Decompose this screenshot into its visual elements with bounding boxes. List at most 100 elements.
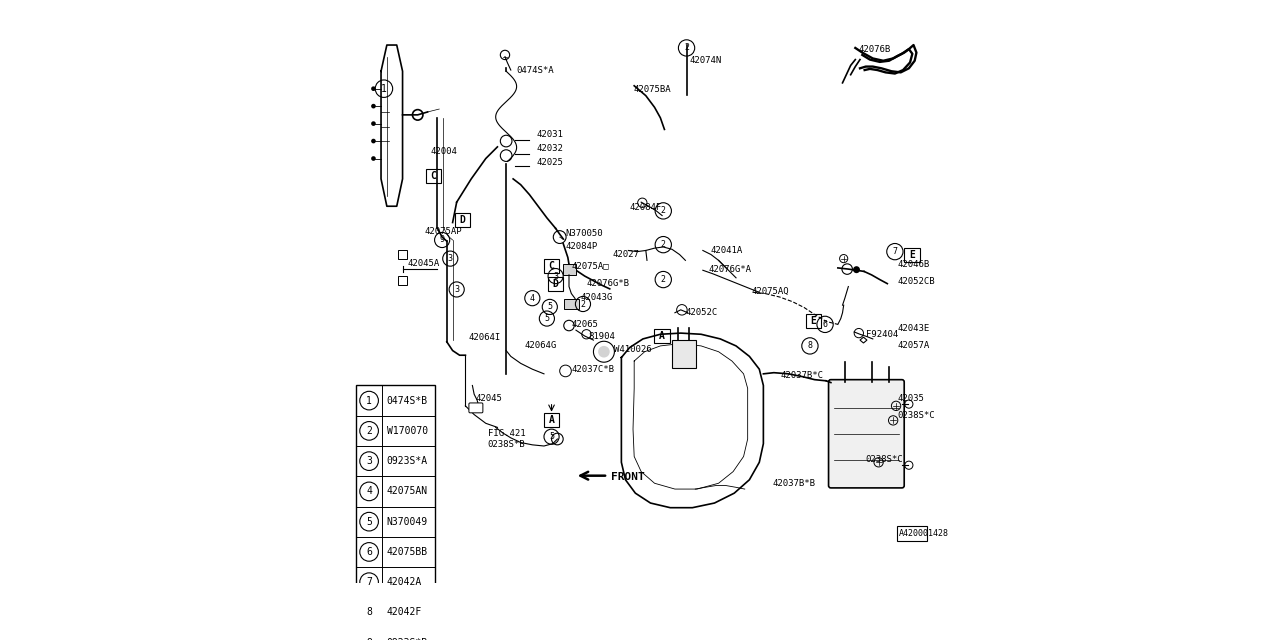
- Text: F92404: F92404: [865, 330, 899, 339]
- Bar: [356, 385, 435, 640]
- Text: 42045A: 42045A: [407, 259, 439, 268]
- Text: 42025: 42025: [536, 157, 563, 166]
- Text: 42075AN: 42075AN: [387, 486, 428, 497]
- FancyBboxPatch shape: [468, 403, 483, 413]
- Text: 3: 3: [366, 456, 372, 466]
- Text: A: A: [549, 415, 554, 426]
- Text: 42076B: 42076B: [858, 45, 891, 54]
- Text: 2: 2: [580, 300, 585, 308]
- Text: N370050: N370050: [566, 228, 603, 237]
- Text: 6: 6: [823, 320, 828, 329]
- Text: 42045: 42045: [476, 394, 503, 403]
- Text: 2: 2: [660, 206, 666, 216]
- Circle shape: [371, 104, 376, 108]
- Text: 8: 8: [366, 607, 372, 618]
- Circle shape: [852, 266, 860, 273]
- Text: 9: 9: [366, 637, 372, 640]
- Bar: [564, 300, 580, 308]
- FancyBboxPatch shape: [828, 380, 904, 488]
- Circle shape: [371, 139, 376, 143]
- Text: 42037B*B: 42037B*B: [773, 479, 815, 488]
- Text: N370049: N370049: [387, 516, 428, 527]
- Text: 0474S*B: 0474S*B: [387, 396, 428, 406]
- Text: 42032: 42032: [536, 143, 563, 152]
- Text: 42075AQ: 42075AQ: [751, 287, 790, 296]
- Bar: [563, 264, 576, 275]
- Text: 2: 2: [660, 275, 666, 284]
- Text: 42037C*B: 42037C*B: [571, 365, 614, 374]
- Circle shape: [371, 86, 376, 91]
- Text: 42084P: 42084P: [566, 243, 598, 252]
- Text: C: C: [430, 171, 436, 181]
- Text: E: E: [810, 316, 817, 326]
- Text: 1: 1: [366, 396, 372, 406]
- Text: 0923S*A: 0923S*A: [387, 456, 428, 466]
- Text: 42075BA: 42075BA: [634, 85, 671, 94]
- Text: 2: 2: [660, 240, 666, 249]
- Text: 42046B: 42046B: [897, 260, 929, 269]
- Text: 42027: 42027: [612, 250, 639, 259]
- Text: D: D: [460, 214, 466, 225]
- Text: 0923S*B: 0923S*B: [387, 637, 428, 640]
- Text: 42075BB: 42075BB: [387, 547, 428, 557]
- Text: 42052C: 42052C: [685, 308, 718, 317]
- Text: 5: 5: [549, 432, 554, 441]
- Circle shape: [598, 346, 609, 358]
- Text: 0238S*C: 0238S*C: [865, 456, 904, 465]
- Bar: [398, 250, 407, 259]
- Text: 42057A: 42057A: [897, 341, 929, 351]
- Text: 1: 1: [381, 84, 387, 93]
- Circle shape: [371, 156, 376, 161]
- Text: 42042A: 42042A: [387, 577, 422, 587]
- Text: 5: 5: [544, 314, 549, 323]
- Text: 5: 5: [366, 516, 372, 527]
- Text: 42043G: 42043G: [581, 292, 613, 301]
- Text: 3: 3: [454, 285, 460, 294]
- Text: 42076G*A: 42076G*A: [709, 264, 751, 273]
- Text: 4: 4: [366, 486, 372, 497]
- Circle shape: [371, 121, 376, 126]
- Text: 8: 8: [808, 341, 813, 351]
- Text: 42065: 42065: [571, 320, 598, 329]
- Text: 0238S*C: 0238S*C: [897, 412, 934, 420]
- Text: 0474S*A: 0474S*A: [517, 65, 554, 74]
- Text: 81904: 81904: [589, 332, 616, 340]
- Text: 5: 5: [548, 303, 552, 312]
- Text: A: A: [659, 331, 666, 341]
- Text: 0238S*B: 0238S*B: [488, 440, 525, 449]
- Text: 2: 2: [684, 44, 689, 52]
- Text: 42084F: 42084F: [630, 204, 662, 212]
- Text: 3: 3: [553, 271, 558, 280]
- Text: 42075A□: 42075A□: [571, 262, 609, 271]
- Text: W170070: W170070: [387, 426, 428, 436]
- Text: 6: 6: [366, 547, 372, 557]
- Text: W410026: W410026: [614, 345, 652, 354]
- Text: FIG.421: FIG.421: [488, 429, 525, 438]
- Text: 7: 7: [892, 247, 897, 256]
- Text: 42041A: 42041A: [710, 246, 744, 255]
- Text: 2: 2: [366, 426, 372, 436]
- Text: 9: 9: [439, 236, 444, 244]
- Text: 42064I: 42064I: [468, 333, 500, 342]
- Text: 42037B*C: 42037B*C: [781, 371, 824, 380]
- Text: 42031: 42031: [536, 129, 563, 139]
- Text: 42075AP: 42075AP: [425, 227, 462, 236]
- Text: A420001428: A420001428: [899, 529, 948, 538]
- Text: 4: 4: [530, 294, 535, 303]
- Text: 42064G: 42064G: [525, 341, 557, 351]
- Text: 42035: 42035: [897, 394, 924, 403]
- Text: 42043E: 42043E: [897, 324, 929, 333]
- Text: 42004: 42004: [430, 147, 457, 156]
- Text: E: E: [909, 250, 915, 260]
- Text: FRONT: FRONT: [611, 472, 645, 482]
- Text: 42042F: 42042F: [387, 607, 422, 618]
- Text: 42052CB: 42052CB: [897, 277, 934, 286]
- Text: 3: 3: [448, 254, 453, 263]
- Bar: [897, 526, 928, 541]
- Text: 42076G*B: 42076G*B: [586, 279, 630, 288]
- Text: 7: 7: [366, 577, 372, 587]
- Bar: [672, 340, 696, 368]
- Text: D: D: [553, 278, 558, 289]
- Text: C: C: [549, 261, 554, 271]
- Bar: [398, 276, 407, 285]
